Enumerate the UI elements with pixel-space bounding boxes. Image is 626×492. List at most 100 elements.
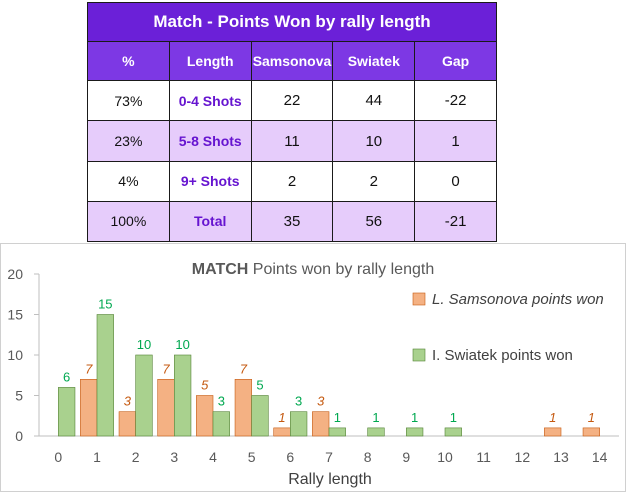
bar-swiatek xyxy=(328,427,346,437)
bar-samsonova xyxy=(196,395,214,437)
cell-samsonova: 35 xyxy=(250,200,334,243)
data-label-swiatek: 5 xyxy=(256,378,263,393)
cell-length: 5-8 Shots xyxy=(168,120,252,162)
cell-swiatek: 10 xyxy=(332,120,416,162)
bar-samsonova xyxy=(312,411,330,437)
cell-samsonova: 2 xyxy=(250,160,334,202)
data-label-swiatek: 15 xyxy=(98,297,112,312)
x-tick-label: 1 xyxy=(93,449,101,465)
data-label-swiatek: 1 xyxy=(372,410,379,425)
cell-length: 9+ Shots xyxy=(168,160,252,202)
x-tick-label: 0 xyxy=(54,449,62,465)
cell-gap: 0 xyxy=(414,160,497,202)
x-tick-label: 3 xyxy=(170,449,178,465)
chart-title: MATCH Points won by rally length xyxy=(192,261,434,278)
x-tick-label: 12 xyxy=(515,449,531,465)
data-label-swiatek: 1 xyxy=(334,410,341,425)
data-label-samsonova: 7 xyxy=(85,361,93,376)
x-tick-label: 9 xyxy=(402,449,410,465)
bar-swiatek xyxy=(174,354,192,437)
y-tick-label: 10 xyxy=(7,347,23,363)
data-label-samsonova: 1 xyxy=(588,410,595,425)
bar-samsonova xyxy=(118,411,136,437)
table-row: 4% 9+ Shots 2 2 0 xyxy=(87,160,497,202)
header-samsonova: Samsonova xyxy=(250,41,334,82)
x-tick-label: 8 xyxy=(364,449,372,465)
chart-area: MATCH Points won by rally length Rally l… xyxy=(0,243,626,492)
bar-samsonova xyxy=(273,427,291,437)
y-tick-label: 0 xyxy=(15,428,23,444)
cell-samsonova: 22 xyxy=(250,80,334,122)
data-label-samsonova: 1 xyxy=(549,410,556,425)
data-label-samsonova: 7 xyxy=(162,361,170,376)
bar-swiatek xyxy=(135,354,153,437)
x-tick-label: 10 xyxy=(437,449,453,465)
x-tick-label: 7 xyxy=(325,449,333,465)
data-label-samsonova: 7 xyxy=(240,361,248,376)
rally-length-table: Match - Points Won by rally length % Len… xyxy=(87,1,497,243)
data-label-samsonova: 3 xyxy=(317,394,325,409)
x-tick-label: 14 xyxy=(592,449,608,465)
bar-chart: MATCH Points won by rally length Rally l… xyxy=(7,261,619,488)
cell-length: 0-4 Shots xyxy=(168,80,252,122)
header-gap: Gap xyxy=(414,41,497,82)
bar-swiatek xyxy=(444,427,462,437)
header-length: Length xyxy=(168,41,252,82)
table-title: Match - Points Won by rally length xyxy=(87,1,497,43)
bar-samsonova xyxy=(582,427,600,437)
cell-gap: 1 xyxy=(414,120,497,162)
cell-swiatek: 2 xyxy=(332,160,416,202)
cell-gap: -21 xyxy=(414,200,497,243)
data-label-swiatek: 10 xyxy=(137,337,151,352)
bar-swiatek xyxy=(212,411,230,437)
cell-swiatek: 44 xyxy=(332,80,416,122)
data-label-samsonova: 3 xyxy=(124,394,132,409)
cell-pct: 23% xyxy=(87,120,170,162)
data-label-swiatek: 10 xyxy=(175,337,189,352)
bar-samsonova xyxy=(157,379,175,437)
data-label-swiatek: 1 xyxy=(411,410,418,425)
x-tick-label: 4 xyxy=(209,449,217,465)
data-label-swiatek: 3 xyxy=(218,394,225,409)
bar-swiatek xyxy=(58,387,76,437)
cell-samsonova: 11 xyxy=(250,120,334,162)
y-tick-label: 15 xyxy=(7,307,23,323)
chart-title-bold: MATCH xyxy=(192,261,249,278)
bar-swiatek xyxy=(406,427,424,437)
cell-pct: 100% xyxy=(87,200,170,243)
header-pct: % xyxy=(87,41,170,82)
legend-label-swiatek: I. Swiatek points won xyxy=(432,347,573,364)
table-row: 73% 0-4 Shots 22 44 -22 xyxy=(87,80,497,122)
bar-samsonova xyxy=(544,427,562,437)
cell-gap: -22 xyxy=(414,80,497,122)
data-label-samsonova: 1 xyxy=(278,410,285,425)
table-row: 100% Total 35 56 -21 xyxy=(87,200,497,243)
data-label-swiatek: 3 xyxy=(295,394,302,409)
y-tick-label: 5 xyxy=(15,388,23,404)
x-tick-label: 13 xyxy=(553,449,569,465)
bar-swiatek xyxy=(367,427,385,437)
y-tick-label: 20 xyxy=(7,266,23,282)
data-label-samsonova: 5 xyxy=(201,378,209,393)
x-tick-label: 6 xyxy=(286,449,294,465)
legend-swatch-swiatek xyxy=(412,348,426,362)
legend-label-samsonova: L. Samsonova points won xyxy=(432,291,604,308)
header-swiatek: Swiatek xyxy=(332,41,416,82)
cell-swiatek: 56 xyxy=(332,200,416,243)
bar-samsonova xyxy=(234,379,252,437)
cell-pct: 4% xyxy=(87,160,170,202)
bar-samsonova xyxy=(80,379,98,437)
bar-swiatek xyxy=(290,411,308,437)
legend-swatch-samsonova xyxy=(412,292,426,306)
x-tick-label: 11 xyxy=(476,449,491,465)
x-tick-label: 2 xyxy=(132,449,140,465)
bar-swiatek xyxy=(96,314,114,437)
chart-title-rest: Points won by rally length xyxy=(248,261,434,278)
bar-swiatek xyxy=(251,395,269,437)
table-row: 23% 5-8 Shots 11 10 1 xyxy=(87,120,497,162)
cell-pct: 73% xyxy=(87,80,170,122)
cell-length: Total xyxy=(168,200,252,243)
x-axis-label: Rally length xyxy=(288,471,372,488)
x-tick-label: 5 xyxy=(248,449,256,465)
data-label-swiatek: 1 xyxy=(450,410,457,425)
